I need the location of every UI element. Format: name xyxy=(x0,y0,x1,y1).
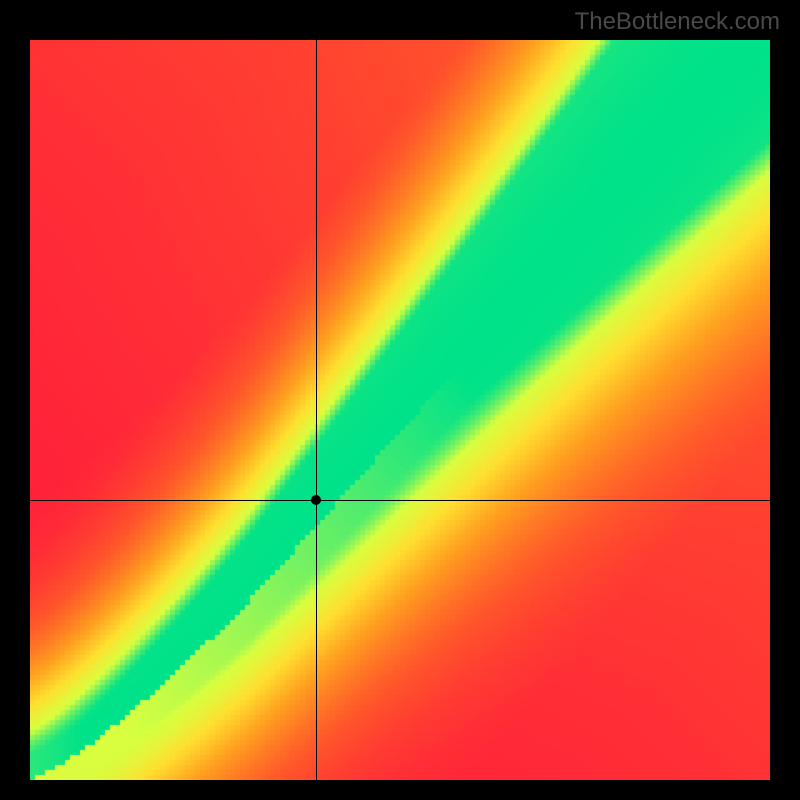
crosshair-horizontal xyxy=(30,500,770,501)
bottleneck-heatmap xyxy=(30,40,770,780)
plot-area xyxy=(30,40,770,780)
watermark-text: TheBottleneck.com xyxy=(575,8,780,36)
crosshair-marker[interactable] xyxy=(311,495,321,505)
figure-container: TheBottleneck.com xyxy=(0,0,800,800)
crosshair-vertical xyxy=(316,40,317,780)
